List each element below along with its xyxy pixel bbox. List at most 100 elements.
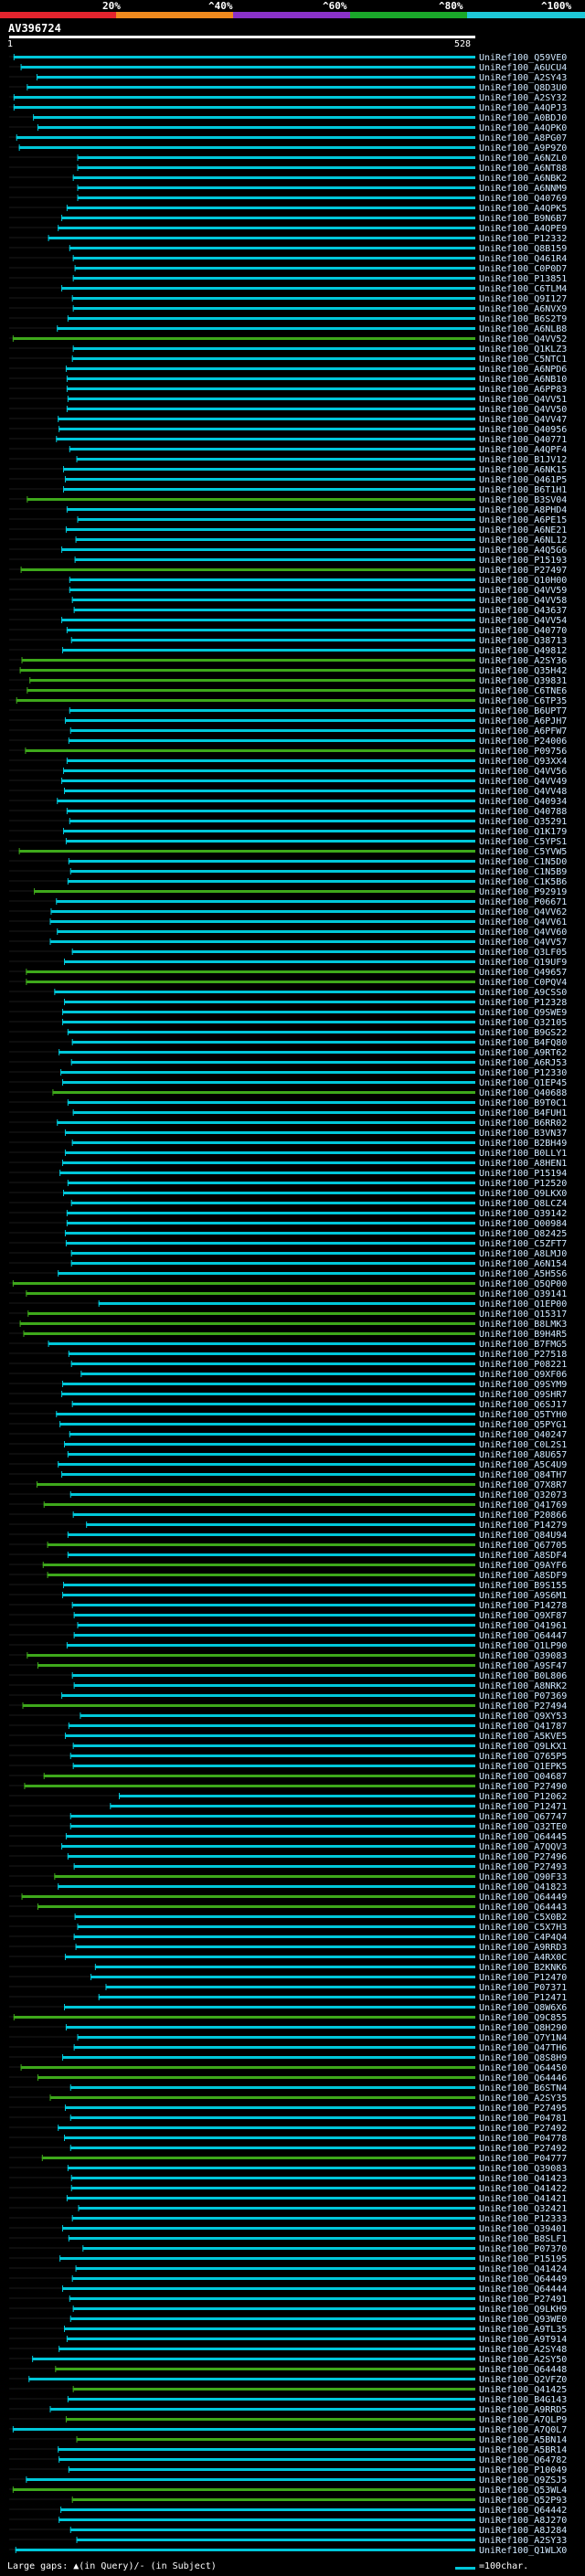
hit-bar[interactable]	[19, 1322, 475, 1325]
hit-bar[interactable]	[64, 2106, 475, 2109]
hit-bar[interactable]	[58, 2348, 476, 2350]
hit-accession-label[interactable]: UniRef100_B1JV12	[479, 455, 567, 465]
hit-bar[interactable]	[50, 910, 475, 913]
hit-bar[interactable]	[48, 237, 475, 239]
hit-bar[interactable]	[72, 1744, 475, 1747]
hit-bar[interactable]	[70, 1202, 475, 1204]
hit-accession-label[interactable]: UniRef100_A8LMJ0	[479, 1249, 567, 1259]
hit-accession-label[interactable]: UniRef100_A8SDF4	[479, 1551, 567, 1561]
hit-accession-label[interactable]: UniRef100_A6NPD6	[479, 365, 567, 375]
hit-accession-label[interactable]: UniRef100_A4RX0C	[479, 1953, 567, 1963]
hit-accession-label[interactable]: UniRef100_P06671	[479, 897, 567, 907]
hit-bar[interactable]	[59, 1423, 476, 1426]
hit-accession-label[interactable]: UniRef100_P10049	[479, 2465, 567, 2475]
hit-bar[interactable]	[58, 1885, 476, 1888]
hit-bar[interactable]	[32, 2358, 476, 2360]
hit-bar[interactable]	[54, 991, 476, 993]
hit-accession-label[interactable]: UniRef100_Q41787	[479, 1722, 567, 1732]
hit-bar[interactable]	[60, 2508, 476, 2511]
hit-accession-label[interactable]: UniRef100_Q9XF87	[479, 1611, 567, 1621]
hit-bar[interactable]	[82, 2247, 476, 2250]
hit-bar[interactable]	[73, 2046, 475, 2049]
hit-bar[interactable]	[69, 448, 475, 451]
hit-bar[interactable]	[37, 126, 475, 129]
hit-bar[interactable]	[21, 659, 475, 662]
hit-accession-label[interactable]: UniRef100_Q82425	[479, 1229, 567, 1239]
hit-accession-label[interactable]: UniRef100_Q9XY53	[479, 1712, 567, 1722]
hit-accession-label[interactable]: UniRef100_P12330	[479, 1068, 567, 1078]
hit-accession-label[interactable]: UniRef100_Q4VV47	[479, 415, 567, 425]
hit-bar[interactable]	[69, 2528, 475, 2531]
hit-accession-label[interactable]: UniRef100_B0L806	[479, 1671, 567, 1681]
hit-bar[interactable]	[70, 1262, 475, 1265]
hit-accession-label[interactable]: UniRef100_A6PFW7	[479, 726, 567, 737]
hit-bar[interactable]	[63, 1584, 475, 1586]
hit-bar[interactable]	[71, 2498, 475, 2501]
hit-bar[interactable]	[61, 1845, 475, 1848]
hit-accession-label[interactable]: UniRef100_A7Q0L7	[479, 2425, 567, 2435]
hit-bar[interactable]	[27, 1654, 476, 1657]
hit-accession-label[interactable]: UniRef100_Q4VV50	[479, 405, 567, 415]
hit-accession-label[interactable]: UniRef100_Q10H00	[479, 576, 567, 586]
hit-accession-label[interactable]: UniRef100_P12470	[479, 1973, 567, 1983]
hit-bar[interactable]	[28, 2378, 476, 2380]
hit-bar[interactable]	[27, 86, 476, 89]
hit-accession-label[interactable]: UniRef100_Q6SJ17	[479, 1400, 567, 1410]
hit-bar[interactable]	[64, 2327, 475, 2330]
hit-bar[interactable]	[37, 1664, 475, 1667]
hit-bar[interactable]	[63, 468, 475, 471]
hit-accession-label[interactable]: UniRef100_Q32073	[479, 1490, 567, 1500]
hit-accession-label[interactable]: UniRef100_Q4VV48	[479, 787, 567, 797]
hit-bar[interactable]	[74, 558, 475, 561]
hit-bar[interactable]	[16, 699, 475, 702]
hit-accession-label[interactable]: UniRef100_A9RRD3	[479, 1943, 567, 1953]
hit-bar[interactable]	[37, 2076, 475, 2079]
hit-bar[interactable]	[67, 1533, 475, 1536]
hit-bar[interactable]	[98, 1302, 475, 1305]
hit-bar[interactable]	[72, 307, 475, 310]
hit-accession-label[interactable]: UniRef100_C5YVW5	[479, 847, 567, 857]
hit-bar[interactable]	[71, 357, 475, 360]
hit-bar[interactable]	[59, 1171, 476, 1174]
hit-bar[interactable]	[61, 1473, 475, 1476]
hit-accession-label[interactable]: UniRef100_A9T914	[479, 2335, 567, 2345]
hit-accession-label[interactable]: UniRef100_Q39083	[479, 2164, 567, 2174]
hit-accession-label[interactable]: UniRef100_Q9LKX1	[479, 1742, 567, 1752]
hit-accession-label[interactable]: UniRef100_A4QPJ3	[479, 103, 567, 113]
hit-bar[interactable]	[71, 599, 475, 601]
hit-accession-label[interactable]: UniRef100_Q4VV54	[479, 616, 567, 626]
hit-bar[interactable]	[24, 1785, 476, 1787]
hit-accession-label[interactable]: UniRef100_Q39141	[479, 1289, 567, 1299]
hit-bar[interactable]	[98, 1996, 475, 1998]
hit-bar[interactable]	[62, 1161, 475, 1164]
hit-accession-label[interactable]: UniRef100_C5NTC1	[479, 355, 567, 365]
hit-accession-label[interactable]: UniRef100_Q53WL4	[479, 2486, 567, 2496]
hit-accession-label[interactable]: UniRef100_A2SY33	[479, 2536, 567, 2546]
hit-accession-label[interactable]: UniRef100_P04778	[479, 2134, 567, 2144]
hit-accession-label[interactable]: UniRef100_Q49812	[479, 646, 567, 656]
hit-bar[interactable]	[67, 1553, 475, 1556]
hit-bar[interactable]	[66, 2337, 475, 2340]
hit-accession-label[interactable]: UniRef100_A6NNM9	[479, 184, 567, 194]
hit-bar[interactable]	[20, 568, 475, 571]
hit-accession-label[interactable]: UniRef100_Q52P93	[479, 2496, 567, 2506]
hit-bar[interactable]	[49, 920, 476, 923]
hit-bar[interactable]	[71, 1604, 475, 1606]
hit-accession-label[interactable]: UniRef100_Q64447	[479, 1631, 567, 1641]
hit-accession-label[interactable]: UniRef100_P04777	[479, 2154, 567, 2164]
hit-bar[interactable]	[66, 377, 475, 380]
hit-accession-label[interactable]: UniRef100_Q15317	[479, 1309, 567, 1320]
hit-accession-label[interactable]: UniRef100_A2SY35	[479, 2094, 567, 2104]
hit-accession-label[interactable]: UniRef100_Q49657	[479, 968, 567, 978]
hit-accession-label[interactable]: UniRef100_C1N5D0	[479, 857, 567, 867]
hit-accession-label[interactable]: UniRef100_Q64449	[479, 1892, 567, 1903]
hit-bar[interactable]	[73, 1634, 475, 1637]
hit-bar[interactable]	[22, 1704, 476, 1707]
hit-accession-label[interactable]: UniRef100_Q1EP00	[479, 1299, 567, 1309]
hit-accession-label[interactable]: UniRef100_Q461P5	[479, 475, 567, 485]
hit-bar[interactable]	[49, 2096, 476, 2099]
hit-accession-label[interactable]: UniRef100_Q40688	[479, 1088, 567, 1098]
hit-bar[interactable]	[72, 176, 475, 179]
hit-bar[interactable]	[58, 2126, 476, 2129]
hit-bar[interactable]	[23, 1332, 475, 1335]
